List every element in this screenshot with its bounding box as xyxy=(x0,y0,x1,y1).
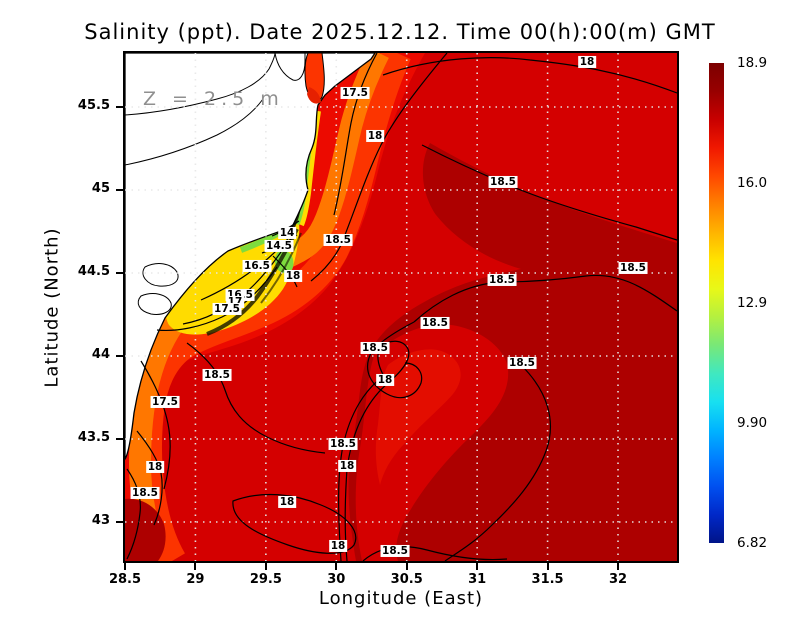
gridlines xyxy=(125,53,677,561)
contour-label: 17.5 xyxy=(150,395,180,409)
colorbar-tick-label: 16.0 xyxy=(737,175,768,191)
contour-label: 17.5 xyxy=(212,302,242,316)
sea-dark-bottom-left xyxy=(125,498,166,561)
contour-label: 18.5 xyxy=(487,273,517,287)
y-tick-label: 43 xyxy=(91,513,110,528)
y-tick-mark xyxy=(116,106,123,108)
y-tick-mark xyxy=(116,189,123,191)
contour-label: 14.5 xyxy=(264,239,294,253)
x-tick-mark xyxy=(194,563,197,570)
bay-red-patch xyxy=(307,87,321,104)
headland-outline xyxy=(274,53,306,81)
x-tick-label: 28.5 xyxy=(108,572,142,587)
y-tick-mark xyxy=(116,521,123,523)
contour-label: 18 xyxy=(284,269,302,283)
contour-label: 18.5 xyxy=(618,261,648,275)
contour-label: 18.5 xyxy=(488,175,518,189)
sea-swirl-core xyxy=(375,349,461,485)
contour-label: 14 xyxy=(278,226,296,240)
colorbar-tick-label: 18.9 xyxy=(737,55,768,71)
x-tick-label: 29.5 xyxy=(249,572,282,587)
contour-label: 18 xyxy=(146,460,164,474)
contour-label: 18.5 xyxy=(507,356,537,370)
depth-annotation: Z = 2.5 m xyxy=(143,88,284,110)
x-tick-mark xyxy=(476,563,479,570)
contour-label: 18.5 xyxy=(323,233,353,247)
x-tick-label: 31 xyxy=(468,572,487,587)
x-tick-mark xyxy=(546,563,549,570)
plot-title: Salinity (ppt). Date 2025.12.12. Time 00… xyxy=(84,20,716,44)
x-tick-label: 30.5 xyxy=(390,572,423,587)
y-tick-mark xyxy=(116,438,123,440)
land xyxy=(125,53,376,461)
contour-label: 17.5 xyxy=(340,86,370,100)
contour-label: 18 xyxy=(278,495,296,509)
y-tick-mark xyxy=(116,355,123,357)
contour-label: 18.5 xyxy=(380,544,410,558)
lagoon-2 xyxy=(137,293,172,315)
colorbar-tick-label: 12.9 xyxy=(737,295,768,311)
contour-label: 18 xyxy=(376,373,394,387)
contour-label: 18.5 xyxy=(130,486,160,500)
y-axis-title: Latitude (North) xyxy=(41,227,63,388)
colorbar-tick-label: 9.90 xyxy=(737,415,768,431)
contour-label: 18 xyxy=(329,539,347,553)
contour-label: 16.5 xyxy=(242,259,272,273)
y-tick-label: 45.5 xyxy=(77,98,110,113)
x-tick-label: 30 xyxy=(327,572,346,587)
x-tick-mark xyxy=(405,563,408,570)
x-tick-label: 29 xyxy=(186,572,205,587)
contour-bundle-thin xyxy=(260,232,302,304)
contour-label: 18.5 xyxy=(420,316,450,330)
colorbar-tick-label: 6.82 xyxy=(737,535,768,551)
x-axis-title: Longitude (East) xyxy=(318,588,484,609)
contour-label: 18 xyxy=(578,55,596,69)
y-tick-label: 43.5 xyxy=(77,430,110,445)
x-tick-mark xyxy=(264,563,267,570)
map-svg xyxy=(125,53,677,561)
contour-label: 18 xyxy=(338,459,356,473)
x-tick-label: 31.5 xyxy=(531,572,564,587)
contour-label: 18.5 xyxy=(202,368,232,382)
y-tick-label: 44 xyxy=(91,347,110,362)
contour-label: 18 xyxy=(366,129,384,143)
contour-label: 18.5 xyxy=(328,437,358,451)
x-tick-mark xyxy=(335,563,338,570)
plot-area xyxy=(123,51,679,563)
y-tick-mark xyxy=(116,272,123,274)
y-tick-label: 45 xyxy=(91,181,110,196)
y-tick-label: 44.5 xyxy=(77,264,110,279)
estuary-line-1 xyxy=(125,53,276,116)
estuary-line-2 xyxy=(125,98,264,166)
x-tick-mark xyxy=(617,563,619,570)
contour-label: 18.5 xyxy=(360,341,390,355)
x-tick-label: 32 xyxy=(608,572,628,587)
lagoon-1 xyxy=(142,263,179,287)
x-tick-mark xyxy=(124,563,126,570)
colorbar xyxy=(709,63,724,543)
